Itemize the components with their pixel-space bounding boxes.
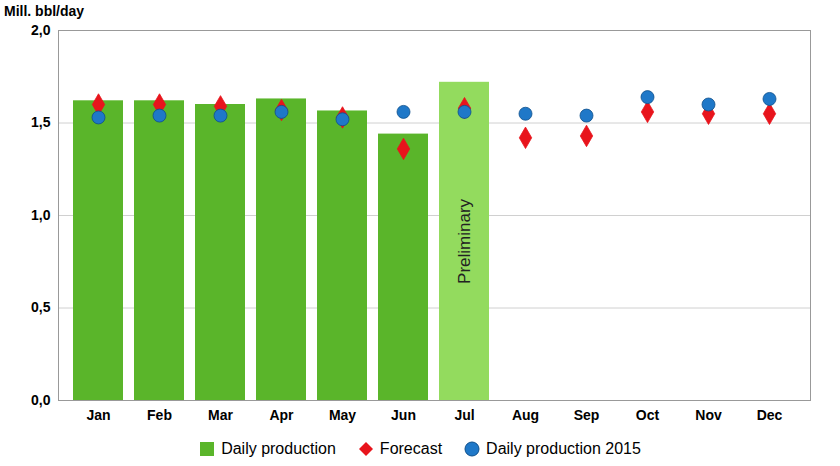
svg-text:1,5: 1,5 [31,114,51,130]
svg-text:Mar: Mar [208,407,233,423]
html-text:Mill. bbl/day: Mill. bbl/day [4,3,85,19]
svg-text:Sep: Sep [574,407,600,423]
svg-text:Preliminary: Preliminary [455,198,474,284]
svg-text:Nov: Nov [695,407,722,423]
svg-text:Aug: Aug [512,407,539,423]
svg-text:Jun: Jun [391,407,416,423]
html-text:Forecast: Forecast [379,440,443,457]
svg-text:0,5: 0,5 [31,299,51,315]
svg-text:Jul: Jul [454,407,474,423]
svg-text:Apr: Apr [269,407,294,423]
svg-text:Feb: Feb [147,407,172,423]
svg-text:Dec: Dec [757,407,783,423]
svg-text:2,0: 2,0 [31,22,51,38]
svg-text:May: May [329,407,356,423]
html-text:Daily production 2015: Daily production 2015 [486,440,641,457]
svg-text:1,0: 1,0 [31,207,51,223]
html-text:Daily production: Daily production [221,440,336,457]
svg-text:Oct: Oct [636,407,660,423]
svg-text:Jan: Jan [86,407,110,423]
svg-text:0,0: 0,0 [31,392,51,408]
